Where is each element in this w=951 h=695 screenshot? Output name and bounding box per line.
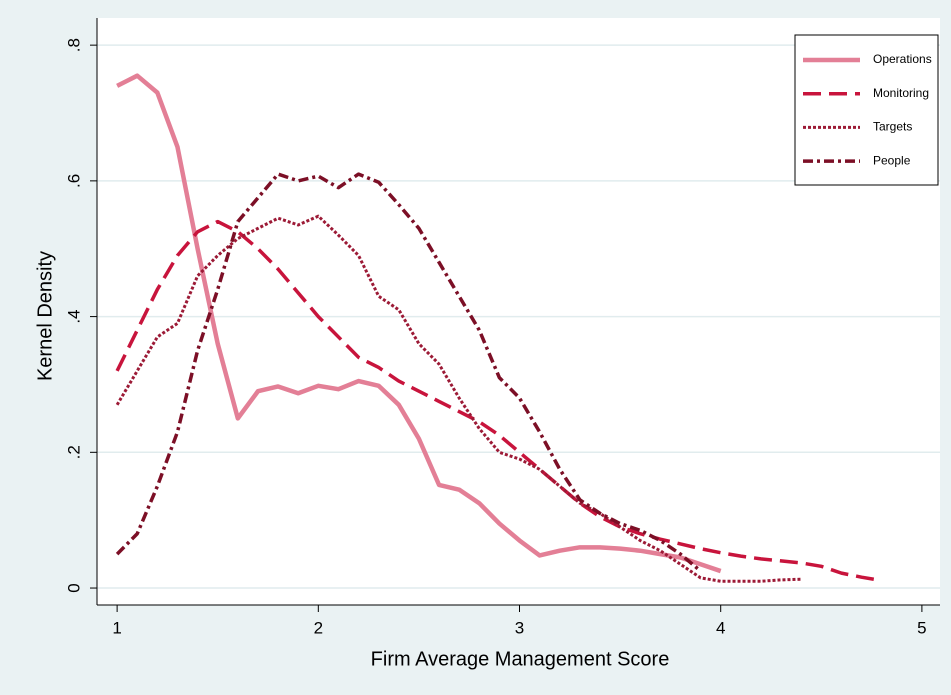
series-line [115, 219, 882, 583]
legend-label: Operations [873, 52, 932, 66]
x-tick-label: 2 [314, 618, 323, 637]
series-line [115, 214, 802, 583]
y-tick-label: .4 [64, 309, 83, 323]
y-tick-label: .6 [64, 174, 83, 188]
y-axis-label: Kernel Density [34, 251, 56, 381]
x-tick-label: 4 [716, 618, 725, 637]
x-tick-label: 3 [515, 618, 524, 637]
y-tick-label: .2 [64, 445, 83, 459]
y-tick-label: 0 [64, 583, 83, 592]
legend-label: Targets [873, 120, 912, 134]
x-tick-label: 5 [917, 618, 926, 637]
x-tick-label: 1 [112, 618, 121, 637]
x-axis-label: Firm Average Management Score [371, 648, 670, 670]
legend-label: People [873, 153, 911, 167]
series-line [116, 73, 722, 574]
y-tick-label: .8 [64, 38, 83, 52]
legend-label: Monitoring [873, 86, 929, 100]
series-line [115, 172, 702, 573]
